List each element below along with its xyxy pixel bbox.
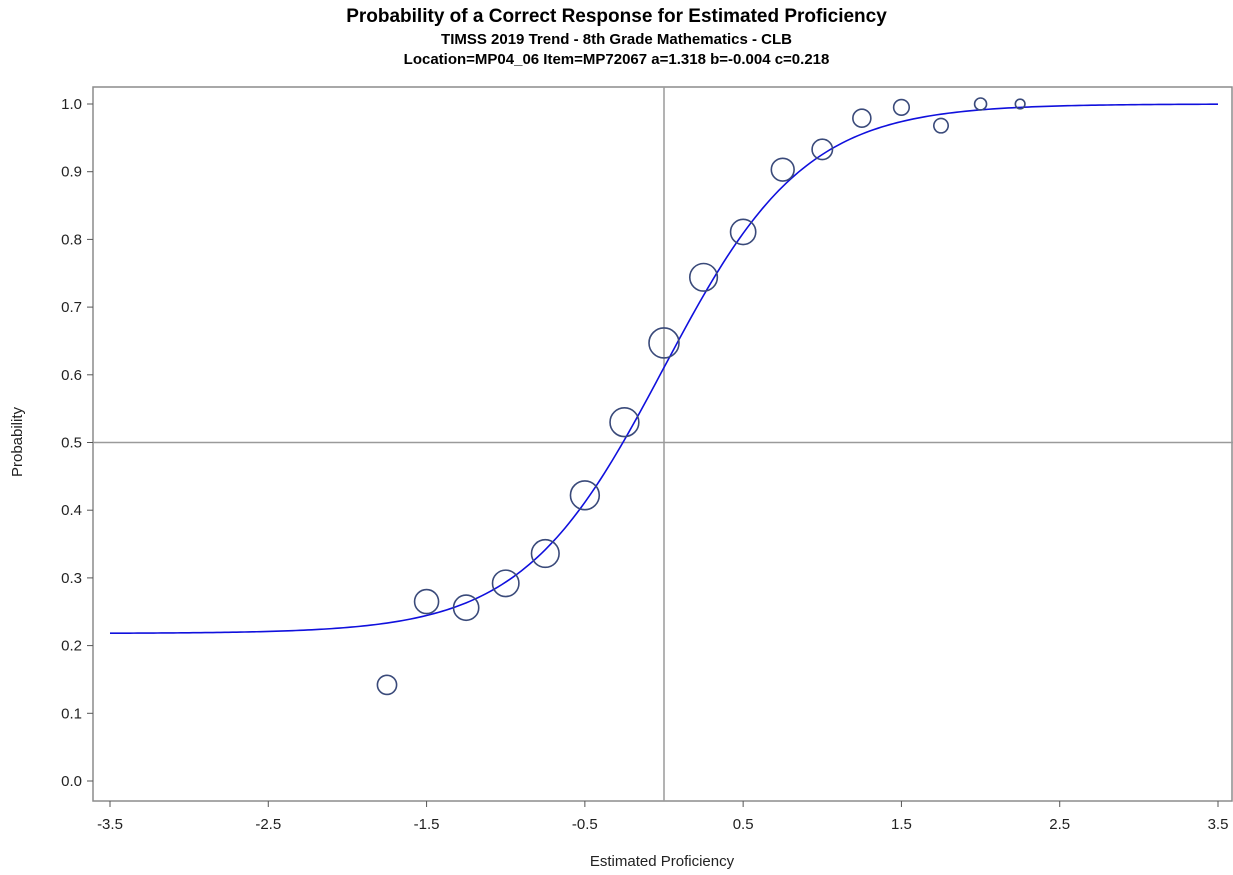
- x-tick-label: -0.5: [572, 816, 598, 833]
- data-point: [932, 117, 949, 134]
- y-tick-label: 0.7: [61, 299, 82, 316]
- data-point: [530, 538, 560, 569]
- chart-titles: Probability of a Correct Response for Es…: [0, 4, 1233, 70]
- y-tick-label: 0.1: [61, 705, 82, 722]
- icc-curve: [109, 103, 1219, 634]
- data-point: [609, 406, 640, 438]
- data-point: [648, 327, 680, 359]
- y-axis-title: Probability: [9, 406, 26, 477]
- x-tick-label: -1.5: [414, 816, 440, 833]
- plot-frame: [92, 86, 1233, 802]
- x-tick-label: -3.5: [97, 816, 123, 833]
- chart-subtitle-2: Location=MP04_06 Item=MP72067 a=1.318 b=…: [403, 51, 830, 68]
- y-tick-label: 0.2: [61, 638, 82, 655]
- data-point: [973, 97, 988, 111]
- data-point: [688, 262, 719, 292]
- x-axis-title: Estimated Proficiency: [590, 853, 735, 870]
- data-point: [491, 569, 520, 598]
- x-tick-label: 1.5: [891, 816, 912, 833]
- y-tick-label: 0.6: [61, 367, 82, 384]
- data-point: [729, 218, 757, 246]
- y-tick-label: 1.0: [61, 96, 82, 113]
- data-point: [811, 138, 834, 161]
- data-point: [852, 108, 872, 129]
- data-point: [770, 157, 795, 182]
- chart-subtitle: TIMSS 2019 Trend - 8th Grade Mathematics…: [441, 31, 792, 48]
- y-tick-label: 0.4: [61, 502, 82, 519]
- x-tick-label: 0.5: [733, 816, 754, 833]
- y-tick-label: 0.8: [61, 231, 82, 248]
- data-point: [413, 588, 440, 615]
- data-point: [1014, 98, 1026, 110]
- chart-title: Probability of a Correct Response for Es…: [346, 6, 887, 27]
- data-point: [892, 98, 911, 116]
- y-tick-label: 0.5: [61, 435, 82, 452]
- x-tick-label: 2.5: [1049, 816, 1070, 833]
- data-point: [569, 480, 601, 511]
- y-tick-label: 0.0: [61, 773, 82, 790]
- x-tick-label: 3.5: [1208, 816, 1229, 833]
- data-point: [376, 674, 398, 696]
- y-tick-label: 0.3: [61, 570, 82, 587]
- x-tick-label: -2.5: [255, 816, 281, 833]
- y-tick-label: 0.9: [61, 164, 82, 181]
- data-point: [452, 594, 480, 622]
